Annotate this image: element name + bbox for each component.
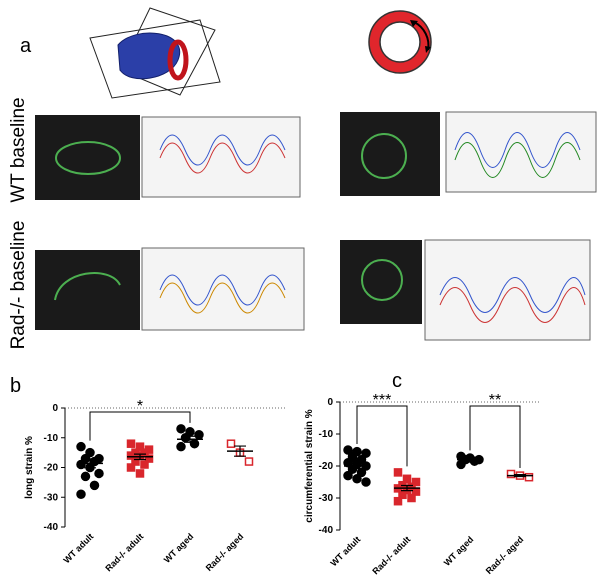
- data-point: [393, 468, 403, 477]
- data-point: [411, 477, 421, 487]
- panel-label: b: [10, 375, 21, 397]
- data-point: [524, 472, 534, 482]
- data-point: [393, 496, 403, 506]
- error-bar: [514, 474, 526, 478]
- y-tick-label: 0: [52, 403, 58, 414]
- data-point: [176, 441, 186, 452]
- x-tick-label: WT aged: [162, 531, 196, 565]
- data-point: [126, 451, 136, 460]
- significance-bracket: [469, 405, 521, 468]
- error-bar: [184, 435, 196, 443]
- data-point: [140, 460, 149, 469]
- x-tick-label: Rad-/- adult: [370, 534, 412, 576]
- y-tick-label: -20: [319, 461, 334, 472]
- data-point: [94, 468, 104, 479]
- y-tick-label: 0: [327, 397, 333, 408]
- data-point: [131, 457, 140, 466]
- data-point: [144, 454, 154, 463]
- x-tick-label: WT adult: [61, 531, 95, 565]
- y-tick-label: -30: [319, 493, 334, 504]
- y-axis-label: long strain %: [24, 436, 35, 499]
- error-bar: [351, 462, 363, 470]
- data-point: [361, 477, 371, 487]
- y-axis-label: circumferential strain %: [304, 409, 315, 522]
- row-label: WT baseline: [8, 97, 29, 202]
- significance-label: *: [137, 398, 143, 415]
- data-point: [398, 490, 407, 500]
- data-point: [180, 433, 191, 443]
- data-point: [194, 430, 204, 440]
- x-tick-label: Rad-/- aged: [484, 534, 526, 576]
- data-point: [176, 424, 186, 434]
- significance-bracket: [356, 405, 408, 467]
- echo-images: [35, 111, 597, 341]
- data-point: [89, 480, 100, 491]
- error-bar: [464, 457, 476, 462]
- data-point: [135, 469, 145, 478]
- data-point: [347, 464, 358, 474]
- error-bar: [234, 445, 246, 457]
- data-point: [244, 457, 254, 466]
- data-point: [456, 459, 466, 470]
- data-point: [76, 489, 86, 500]
- data-point: [343, 470, 353, 481]
- ring-schematic: [368, 10, 432, 74]
- data-point: [80, 471, 91, 482]
- data-point: [126, 463, 136, 472]
- data-point: [402, 474, 412, 484]
- heart-schematic: [89, 7, 221, 99]
- data-point: [352, 474, 362, 484]
- data-point: [506, 469, 516, 479]
- x-tick-label: WT aged: [442, 534, 476, 568]
- y-tick-label: -10: [319, 429, 334, 440]
- error-bar: [401, 484, 413, 492]
- row-label: Rad-/- baseline: [8, 221, 29, 350]
- y-tick-label: -40: [319, 525, 334, 536]
- data-point: [135, 442, 145, 451]
- data-point: [361, 448, 371, 458]
- error-bar: [134, 453, 146, 461]
- panel-label: c: [392, 370, 402, 392]
- data-point: [189, 438, 200, 449]
- x-tick-label: Rad-/- aged: [204, 531, 246, 573]
- y-tick-label: -40: [44, 522, 59, 533]
- significance-bracket: [89, 411, 191, 441]
- panel-label: a: [20, 35, 32, 57]
- y-tick-label: -30: [44, 492, 59, 503]
- data-point: [226, 439, 236, 448]
- significance-label: ***: [373, 392, 392, 409]
- x-tick-label: Rad-/- adult: [103, 531, 145, 573]
- data-point: [76, 441, 86, 452]
- data-point: [347, 453, 358, 463]
- x-tick-label: WT adult: [328, 534, 362, 568]
- data-point: [76, 459, 86, 470]
- y-tick-label: -10: [44, 433, 59, 444]
- significance-label: **: [489, 392, 501, 409]
- error-bar: [84, 458, 96, 469]
- data-point: [126, 439, 136, 448]
- data-point: [343, 445, 353, 455]
- y-tick-label: -20: [44, 463, 59, 474]
- data-point: [407, 493, 416, 503]
